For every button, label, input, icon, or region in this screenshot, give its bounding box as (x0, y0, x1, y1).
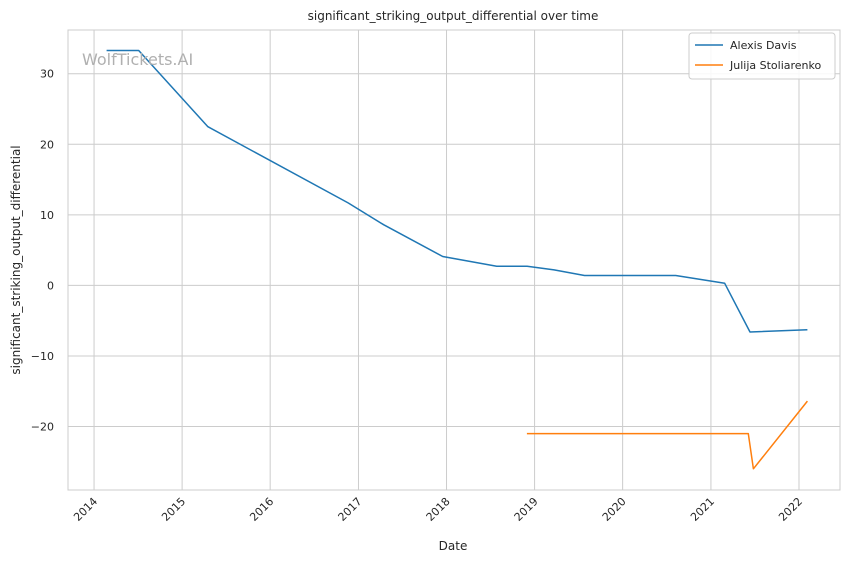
legend-label-julija-stoliarenko: Julija Stoliarenko (729, 59, 821, 72)
y-tick-label: −10 (31, 350, 54, 363)
y-tick-label: −20 (31, 421, 54, 434)
y-tick-label: 0 (47, 279, 54, 292)
series-lines (106, 49, 808, 470)
y-axis-label: significant_striking_output_differential (9, 145, 23, 374)
x-axis-label: Date (439, 539, 468, 553)
plot-frame (67, 29, 841, 491)
chart-title: significant_striking_output_differential… (308, 9, 599, 23)
series-line-julija-stoliarenko (526, 400, 808, 470)
y-tick-label: 20 (40, 138, 54, 151)
legend-box (688, 32, 836, 80)
series-line-alexis-davis (106, 49, 808, 333)
legend-label-alexis-davis: Alexis Davis (730, 39, 797, 52)
watermark: WolfTickets.AI (82, 50, 193, 69)
y-tick-label: 30 (40, 68, 54, 81)
y-tick-label: 10 (40, 209, 54, 222)
y-tick-labels: 30 20 10 0 −10 −20 (31, 68, 54, 434)
legend: Alexis Davis Julija Stoliarenko (688, 32, 836, 80)
